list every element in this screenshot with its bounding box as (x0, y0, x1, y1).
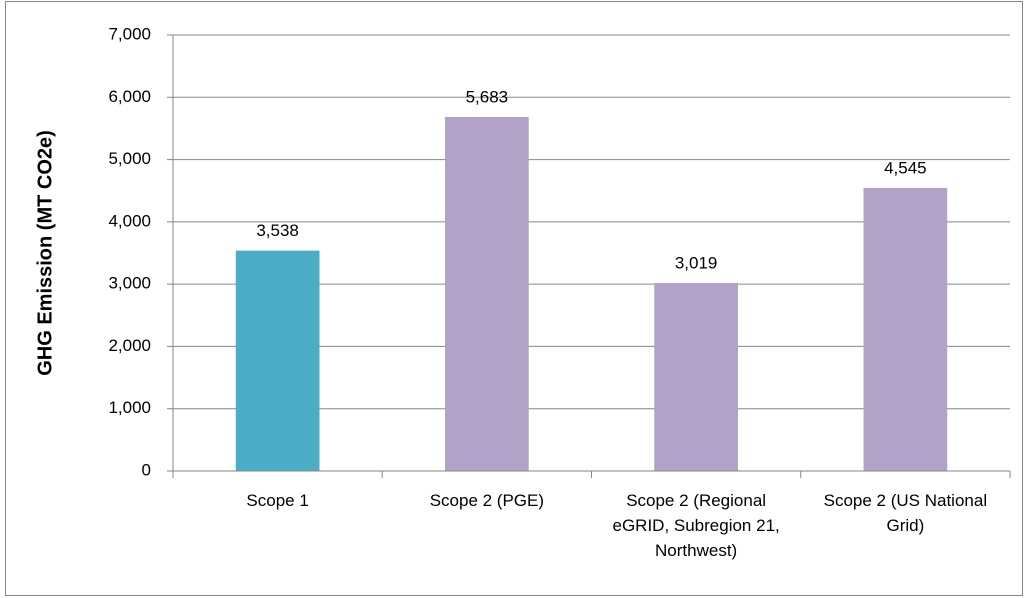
y-axis-title: GHG Emission (MT CO2e) (34, 130, 56, 376)
value-label: 3,019 (675, 253, 718, 272)
x-tick-label: Scope 2 (PGE) (429, 491, 545, 510)
y-tick-label: 3,000 (108, 274, 151, 293)
bar (235, 250, 320, 471)
bar (445, 117, 529, 472)
value-label: 4,545 (884, 158, 927, 177)
y-tick-label: 0 (142, 460, 151, 479)
y-tick-label: 7,000 (108, 24, 151, 43)
y-tick-label: 1,000 (108, 398, 151, 417)
x-tick-label: Scope 2 (US National Grid) (823, 491, 988, 535)
value-label: 3,538 (256, 221, 299, 240)
y-tick-label: 5,000 (108, 149, 151, 168)
x-tick-label: Scope 1 (246, 491, 309, 510)
x-tick-label: Scope 2 (Regional eGRID, Subregion 21, N… (612, 491, 780, 560)
y-tick-label: 6,000 (108, 87, 151, 106)
bar (863, 187, 948, 471)
y-tick-label: 4,000 (108, 211, 151, 230)
value-label: 5,683 (466, 88, 509, 107)
bar (654, 282, 738, 471)
y-tick-label: 2,000 (108, 336, 151, 355)
